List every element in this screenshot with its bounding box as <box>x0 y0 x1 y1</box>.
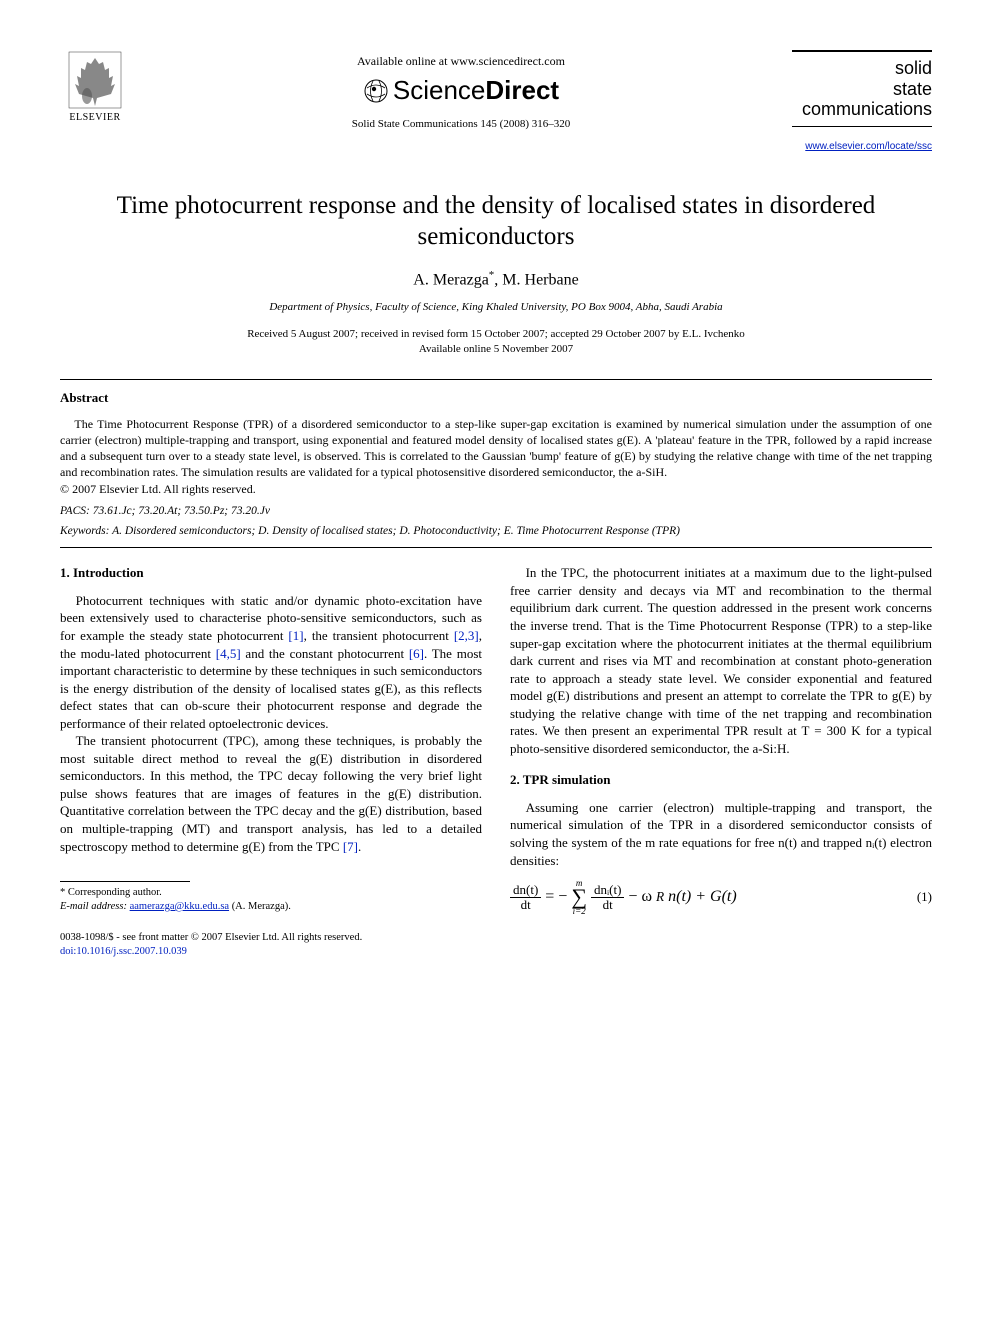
keywords-line: Keywords: A. Disordered semiconductors; … <box>60 525 932 537</box>
ref-link-4-5[interactable]: [4,5] <box>216 646 241 661</box>
footer-front-matter: 0038-1098/$ - see front matter © 2007 El… <box>60 931 932 945</box>
intro-paragraph-2: The transient photocurrent (TPC), among … <box>60 732 482 855</box>
page-header: ELSEVIER Available online at www.science… <box>60 50 932 152</box>
doi-link[interactable]: doi:10.1016/j.ssc.2007.10.039 <box>60 946 187 957</box>
journal-name-line1: solid <box>792 58 932 79</box>
corr-author-email-line: E-mail address: aamerazga@kku.edu.sa (A.… <box>60 900 482 914</box>
ref-link-2-3[interactable]: [2,3] <box>454 628 479 643</box>
journal-title-box: solid state communications www.elsevier.… <box>792 50 932 152</box>
left-column: 1. Introduction Photocurrent techniques … <box>60 564 482 917</box>
pacs-value: 73.61.Jc; 73.20.At; 73.50.Pz; 73.20.Jv <box>90 505 270 517</box>
article-title: Time photocurrent response and the densi… <box>60 190 932 253</box>
sciencedirect-text: ScienceDirect <box>393 75 559 106</box>
available-online-text: Available online at www.sciencedirect.co… <box>130 54 792 69</box>
dates-online: Available online 5 November 2007 <box>60 342 932 357</box>
ref-link-7[interactable]: [7] <box>343 839 358 854</box>
dates-received: Received 5 August 2007; received in revi… <box>60 327 932 342</box>
journal-name-line2: state <box>792 79 932 100</box>
right-column: In the TPC, the photocurrent initiates a… <box>510 564 932 917</box>
page-footer: 0038-1098/$ - see front matter © 2007 El… <box>60 931 932 958</box>
divider <box>60 547 932 548</box>
journal-reference: Solid State Communications 145 (2008) 31… <box>130 118 792 130</box>
authors-list: A. Merazga*, M. Herbane <box>60 269 932 289</box>
equation-1: dn(t)dt = − m ∑ i=2 dnᵢ(t)dt − ωRn(t) + … <box>510 879 932 915</box>
equation-1-body: dn(t)dt = − m ∑ i=2 dnᵢ(t)dt − ωRn(t) + … <box>510 879 737 915</box>
section-2-heading: 2. TPR simulation <box>510 771 932 789</box>
body-columns: 1. Introduction Photocurrent techniques … <box>60 564 932 917</box>
corresponding-author-footnote: * Corresponding author. E-mail address: … <box>60 886 482 913</box>
journal-homepage-link[interactable]: www.elsevier.com/locate/ssc <box>792 141 932 152</box>
keywords-label: Keywords: <box>60 525 109 537</box>
elsevier-text: ELSEVIER <box>69 112 120 123</box>
equation-number-1: (1) <box>917 888 932 906</box>
keywords-value: A. Disordered semiconductors; D. Density… <box>109 525 680 537</box>
section-1-heading: 1. Introduction <box>60 564 482 582</box>
corr-author-label: * Corresponding author. <box>60 886 482 900</box>
email-label: E-mail address: <box>60 901 130 912</box>
abstract-body: The Time Photocurrent Response (TPR) of … <box>60 416 932 481</box>
pacs-line: PACS: 73.61.Jc; 73.20.At; 73.50.Pz; 73.2… <box>60 505 932 517</box>
abstract-copyright: © 2007 Elsevier Ltd. All rights reserved… <box>60 482 932 497</box>
elsevier-tree-icon <box>67 50 123 110</box>
journal-name-line3: communications <box>792 99 932 120</box>
article-dates: Received 5 August 2007; received in revi… <box>60 327 932 357</box>
ref-link-1[interactable]: [1] <box>288 628 303 643</box>
col2-paragraph-2: Assuming one carrier (electron) multiple… <box>510 799 932 869</box>
divider <box>60 379 932 380</box>
col2-paragraph-1: In the TPC, the photocurrent initiates a… <box>510 564 932 757</box>
elsevier-logo: ELSEVIER <box>60 50 130 123</box>
summation-icon: m ∑ i=2 <box>571 879 587 915</box>
center-header: Available online at www.sciencedirect.co… <box>130 50 792 130</box>
ref-link-6[interactable]: [6] <box>409 646 424 661</box>
footnote-rule <box>60 881 190 882</box>
abstract-heading: Abstract <box>60 390 932 406</box>
author-email-link[interactable]: aamerazga@kku.edu.sa <box>130 901 229 912</box>
pacs-label: PACS: <box>60 505 90 517</box>
sciencedirect-orb-icon <box>363 78 389 104</box>
intro-paragraph-1: Photocurrent techniques with static and/… <box>60 592 482 732</box>
affiliation: Department of Physics, Faculty of Scienc… <box>60 301 932 313</box>
sciencedirect-logo: ScienceDirect <box>363 75 559 106</box>
